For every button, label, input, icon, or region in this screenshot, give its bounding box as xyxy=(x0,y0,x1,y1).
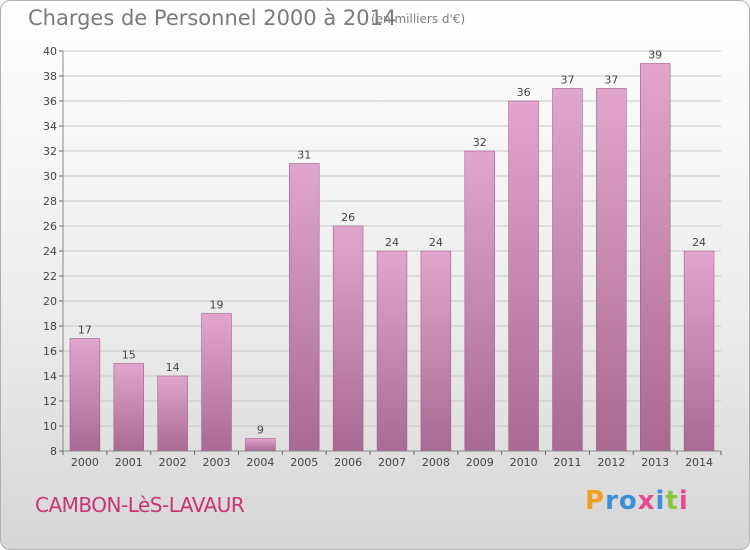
logo-letter: i xyxy=(655,486,666,516)
bar-2000 xyxy=(69,338,101,452)
bar-2008 xyxy=(420,250,452,452)
x-tick-label: 2000 xyxy=(71,456,99,469)
bar-2005 xyxy=(289,163,320,452)
data-label: 24 xyxy=(692,236,706,249)
logo-letter: P xyxy=(585,486,606,516)
y-tick-label: 32 xyxy=(43,145,57,158)
x-tick-label: 2007 xyxy=(378,456,406,469)
axes: 8 10 12 14 16 18 20 22 24 26 28 30 32 34 36 38 40 2000 200… xyxy=(43,45,722,469)
logo-letter: t xyxy=(665,486,679,516)
y-tick-label: 28 xyxy=(43,195,57,208)
bar-2012 xyxy=(596,88,627,452)
bar-2011 xyxy=(552,88,583,452)
data-label: 37 xyxy=(560,74,574,87)
logo-letter: r xyxy=(605,486,619,516)
bar-2001 xyxy=(113,363,145,452)
y-tick-label: 40 xyxy=(43,45,57,58)
y-tick-label: 20 xyxy=(43,295,57,308)
data-label: 37 xyxy=(604,74,618,87)
data-label: 39 xyxy=(648,49,662,62)
logo-letter: i xyxy=(678,486,689,516)
y-tick-label: 30 xyxy=(43,170,57,183)
y-tick-label: 36 xyxy=(43,95,57,108)
data-label: 31 xyxy=(297,149,311,162)
bar-2014 xyxy=(683,250,715,452)
data-label: 36 xyxy=(517,86,531,99)
x-tick-label: 2010 xyxy=(510,456,538,469)
bar-2002 xyxy=(157,375,188,452)
data-label: 24 xyxy=(385,236,399,249)
data-label: 24 xyxy=(429,236,443,249)
y-tick-label: 14 xyxy=(43,370,57,383)
x-tick-label: 2009 xyxy=(466,456,494,469)
y-tick-label: 24 xyxy=(43,245,57,258)
x-tick-label: 2008 xyxy=(422,456,450,469)
bar-2007 xyxy=(376,250,408,452)
x-tick-label: 2005 xyxy=(290,456,318,469)
x-tick-label: 2014 xyxy=(685,456,713,469)
y-tick-label: 16 xyxy=(43,345,57,358)
y-tick-label: 26 xyxy=(43,220,57,233)
bar-2010 xyxy=(508,100,539,452)
data-label: 14 xyxy=(166,361,180,374)
y-tick-label: 22 xyxy=(43,270,57,283)
x-tick-label: 2002 xyxy=(159,456,187,469)
y-tick-label: 18 xyxy=(43,320,57,333)
y-tick-label: 8 xyxy=(50,445,57,458)
x-tick-label: 2004 xyxy=(246,456,274,469)
y-tick-label: 38 xyxy=(43,70,57,83)
data-label: 19 xyxy=(210,299,224,312)
commune-name: CAMBON-LèS-LAVAUR xyxy=(35,493,245,517)
bar-2013 xyxy=(639,63,671,452)
data-label: 17 xyxy=(78,324,92,337)
data-label: 26 xyxy=(341,211,355,224)
y-tick-label: 12 xyxy=(43,395,57,408)
bar-2004 xyxy=(245,438,276,452)
bars: 17 15 14 19 9 31 26 24 24 32 36 37 37 39 24 xyxy=(69,49,715,452)
bar-2006 xyxy=(332,225,364,452)
x-tick-label: 2003 xyxy=(203,456,231,469)
data-label: 15 xyxy=(122,349,136,362)
x-tick-label: 2013 xyxy=(641,456,669,469)
bar-2009 xyxy=(464,150,495,452)
y-tick-label: 10 xyxy=(43,420,57,433)
x-tick-label: 2012 xyxy=(597,456,625,469)
chart-subtitle: (en milliers d'€) xyxy=(371,12,466,26)
logo-letter: x xyxy=(637,486,656,516)
data-label: 32 xyxy=(473,136,487,149)
y-tick-label: 34 xyxy=(43,120,57,133)
x-tick-label: 2001 xyxy=(115,456,143,469)
data-label: 9 xyxy=(257,424,264,437)
bar-2003 xyxy=(201,313,232,452)
logo-letter: o xyxy=(618,486,638,516)
chart-title: Charges de Personnel 2000 à 2014 xyxy=(28,6,397,30)
x-tick-label: 2011 xyxy=(553,456,581,469)
proxiti-logo: Proxiti xyxy=(585,486,689,516)
x-tick-label: 2006 xyxy=(334,456,362,469)
